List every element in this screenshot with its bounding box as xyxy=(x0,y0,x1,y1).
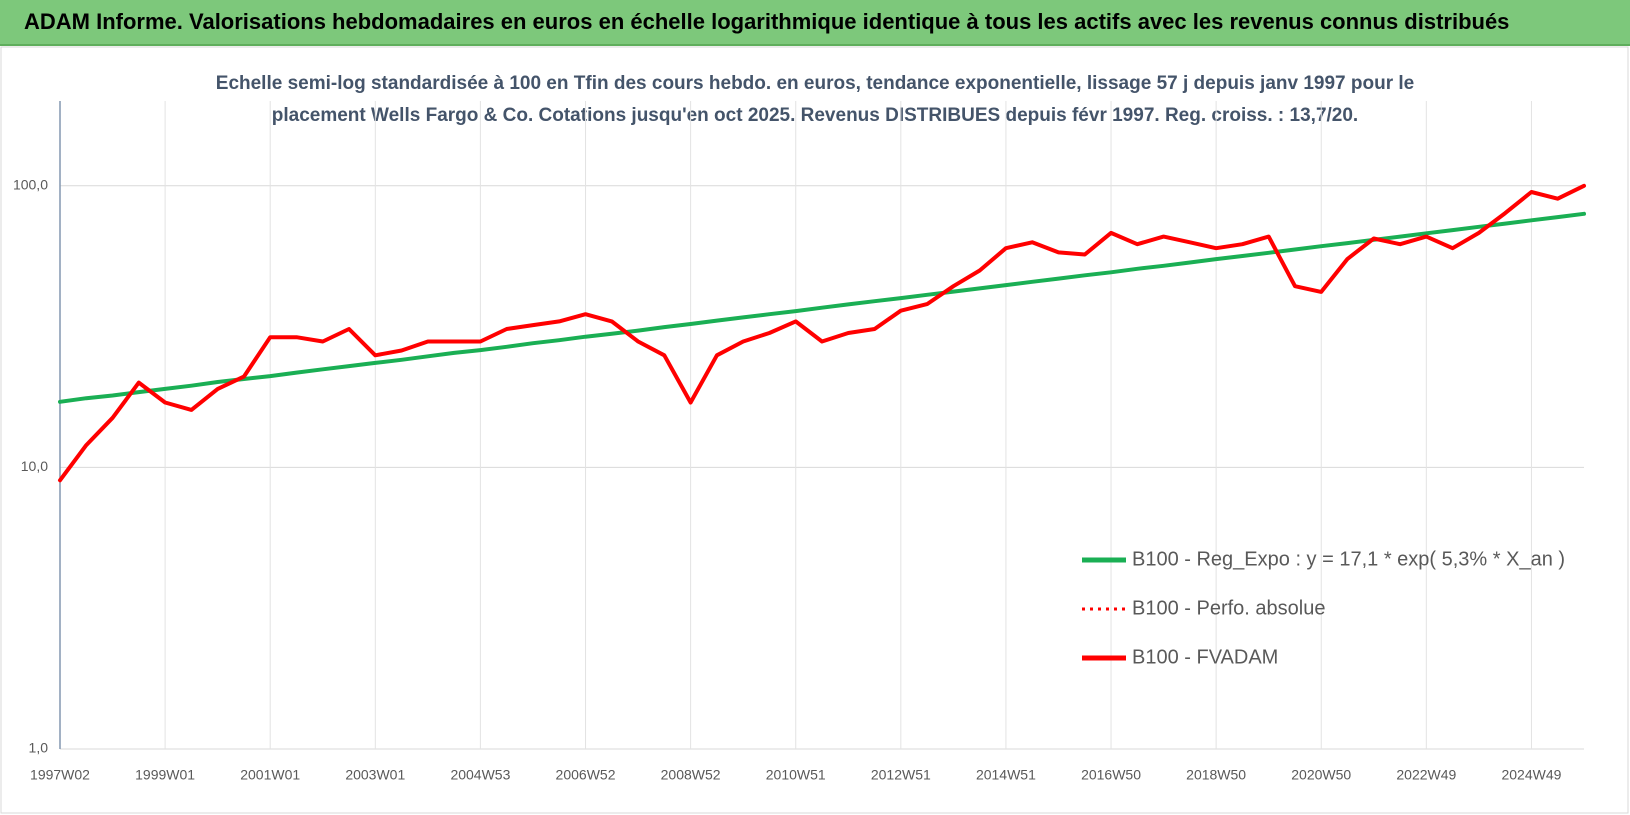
x-tick-label: 2022W49 xyxy=(1396,767,1456,783)
x-tick-label: 2014W51 xyxy=(976,767,1036,783)
chart: Echelle semi-log standardisée à 100 en T… xyxy=(0,46,1629,814)
x-tick-label: 2012W51 xyxy=(871,767,931,783)
chart-frame xyxy=(0,46,1629,814)
x-tick-label: 2018W50 xyxy=(1186,767,1246,783)
x-tick-label: 2016W50 xyxy=(1081,767,1141,783)
x-tick-label: 1997W02 xyxy=(30,767,90,783)
legend-label: B100 - FVADAM xyxy=(1132,646,1278,668)
x-tick-label: 2006W52 xyxy=(556,767,616,783)
x-tick-label: 2003W01 xyxy=(345,767,405,783)
legend-label: B100 - Reg_Expo : y = 17,1 * exp( 5,3% *… xyxy=(1132,548,1565,570)
x-tick-label: 2024W49 xyxy=(1501,767,1561,783)
y-tick-label: 100,0 xyxy=(13,176,48,192)
x-tick-label: 1999W01 xyxy=(135,767,195,783)
header-title: ADAM Informe. Valorisations hebdomadaire… xyxy=(0,0,1630,46)
legend-label: B100 - Perfo. absolue xyxy=(1132,597,1325,619)
x-tick-label: 2010W51 xyxy=(766,767,826,783)
x-tick-label: 2001W01 xyxy=(240,767,300,783)
y-tick-label: 10,0 xyxy=(21,458,48,474)
chart-subtitle: placement Wells Fargo & Co. Cotations ju… xyxy=(272,105,1358,126)
x-tick-label: 2008W52 xyxy=(661,767,721,783)
chart-subtitle: Echelle semi-log standardisée à 100 en T… xyxy=(216,73,1414,94)
series-line xyxy=(58,183,1586,483)
series-line xyxy=(58,211,1586,404)
x-tick-label: 2020W50 xyxy=(1291,767,1351,783)
x-tick-label: 2004W53 xyxy=(450,767,510,783)
y-tick-label: 1,0 xyxy=(29,740,49,756)
